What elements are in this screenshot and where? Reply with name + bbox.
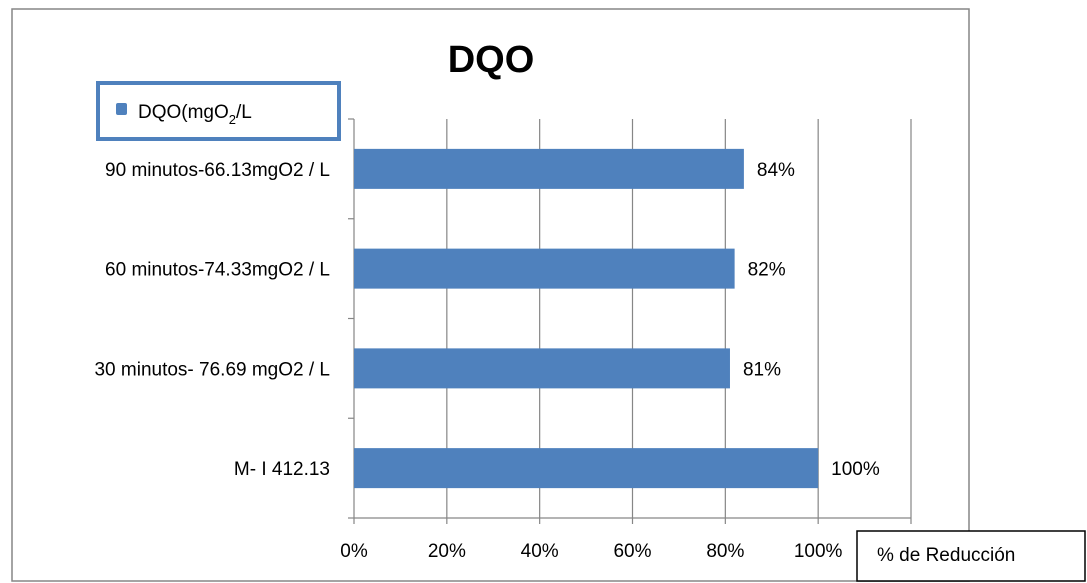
legend-box <box>96 81 341 141</box>
legend: DQO(mgO2/L <box>96 81 341 141</box>
bars <box>354 148 819 489</box>
bar <box>354 348 730 389</box>
x-tick-label: 40% <box>521 541 559 562</box>
x-tick-label: 20% <box>428 541 466 562</box>
bar <box>354 248 735 289</box>
x-axis-title: % de Reducción <box>877 545 1015 566</box>
category-label: 90 minutos-66.13mgO2 / L <box>105 160 330 181</box>
bar <box>354 148 744 189</box>
x-tick-label: 100% <box>794 541 843 562</box>
x-axis-title-frame <box>856 530 1086 582</box>
data-labels: 100% 81% 82% 84% <box>743 160 880 480</box>
data-label: 82% <box>748 260 786 281</box>
data-label: 84% <box>757 160 795 181</box>
legend-label: DQO(mgO2/L <box>138 102 252 127</box>
x-tick-labels: 0% 20% 40% 60% 80% 100% <box>340 541 842 562</box>
bar <box>354 448 819 489</box>
category-labels: M- I 412.13 30 minutos- 76.69 mgO2 / L 60 … <box>94 160 330 480</box>
category-label: 30 minutos- 76.69 mgO2 / L <box>94 359 330 380</box>
x-tick-label: 0% <box>340 541 368 562</box>
x-tick-label: 80% <box>706 541 744 562</box>
x-axis-title-box: % de Reducción <box>856 530 1086 582</box>
data-label: 100% <box>831 459 880 480</box>
data-label: 81% <box>743 359 781 380</box>
legend-swatch <box>116 103 127 115</box>
x-tick-label: 60% <box>613 541 651 562</box>
chart-title: DQO <box>448 39 535 81</box>
category-label: M- I 412.13 <box>234 459 330 480</box>
category-label: 60 minutos-74.33mgO2 / L <box>105 260 330 281</box>
